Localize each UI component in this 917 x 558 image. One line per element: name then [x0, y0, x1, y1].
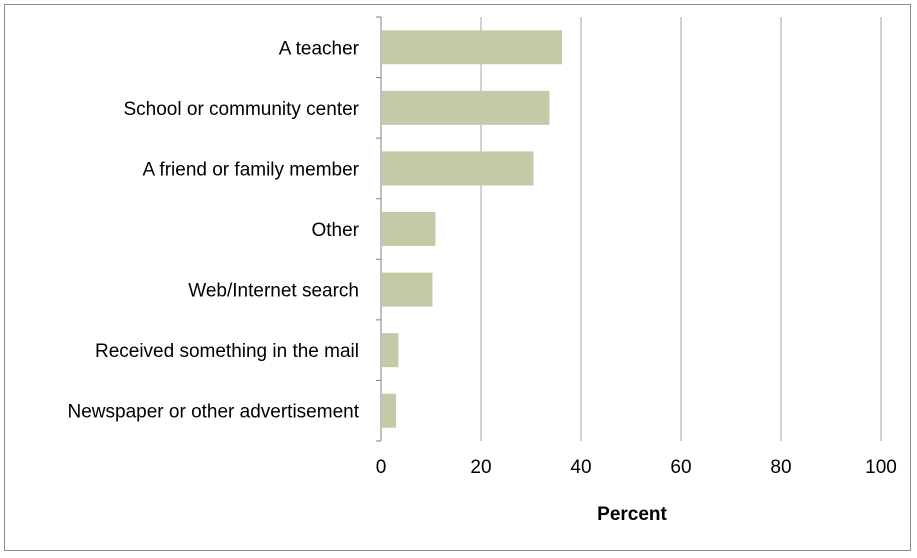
bar-1: [382, 30, 562, 65]
bars: [382, 30, 562, 428]
bar-6: [382, 333, 399, 368]
bar-2: [382, 90, 550, 125]
x-tick-label-80: 80: [770, 457, 791, 478]
category-label-1: A teacher: [279, 38, 360, 59]
x-axis-title: Percent: [597, 504, 667, 525]
bar-4: [382, 212, 436, 246]
x-tick-label-60: 60: [670, 457, 691, 478]
tick-labels: 0 20 40 60 80 100: [376, 457, 897, 478]
category-label-4: Other: [311, 220, 359, 241]
category-label-7: Newspaper or other advertisement: [68, 402, 360, 423]
axes: [376, 16, 382, 442]
x-tick-label-20: 20: [470, 457, 491, 478]
x-tick-label-0: 0: [376, 457, 387, 478]
category-label-3: A friend or family member: [143, 159, 360, 180]
category-label-6: Received something in the mail: [95, 341, 359, 362]
bar-5: [382, 272, 433, 307]
x-tick-label-100: 100: [865, 457, 897, 478]
category-labels: A teacher School or community center A fri…: [68, 38, 360, 422]
gridlines: [480, 17, 882, 441]
category-label-2: School or community center: [124, 99, 360, 120]
bar-7: [382, 393, 396, 428]
bar-3: [382, 151, 534, 186]
x-tick-label-40: 40: [570, 457, 591, 478]
category-label-5: Web/Internet search: [188, 281, 359, 302]
